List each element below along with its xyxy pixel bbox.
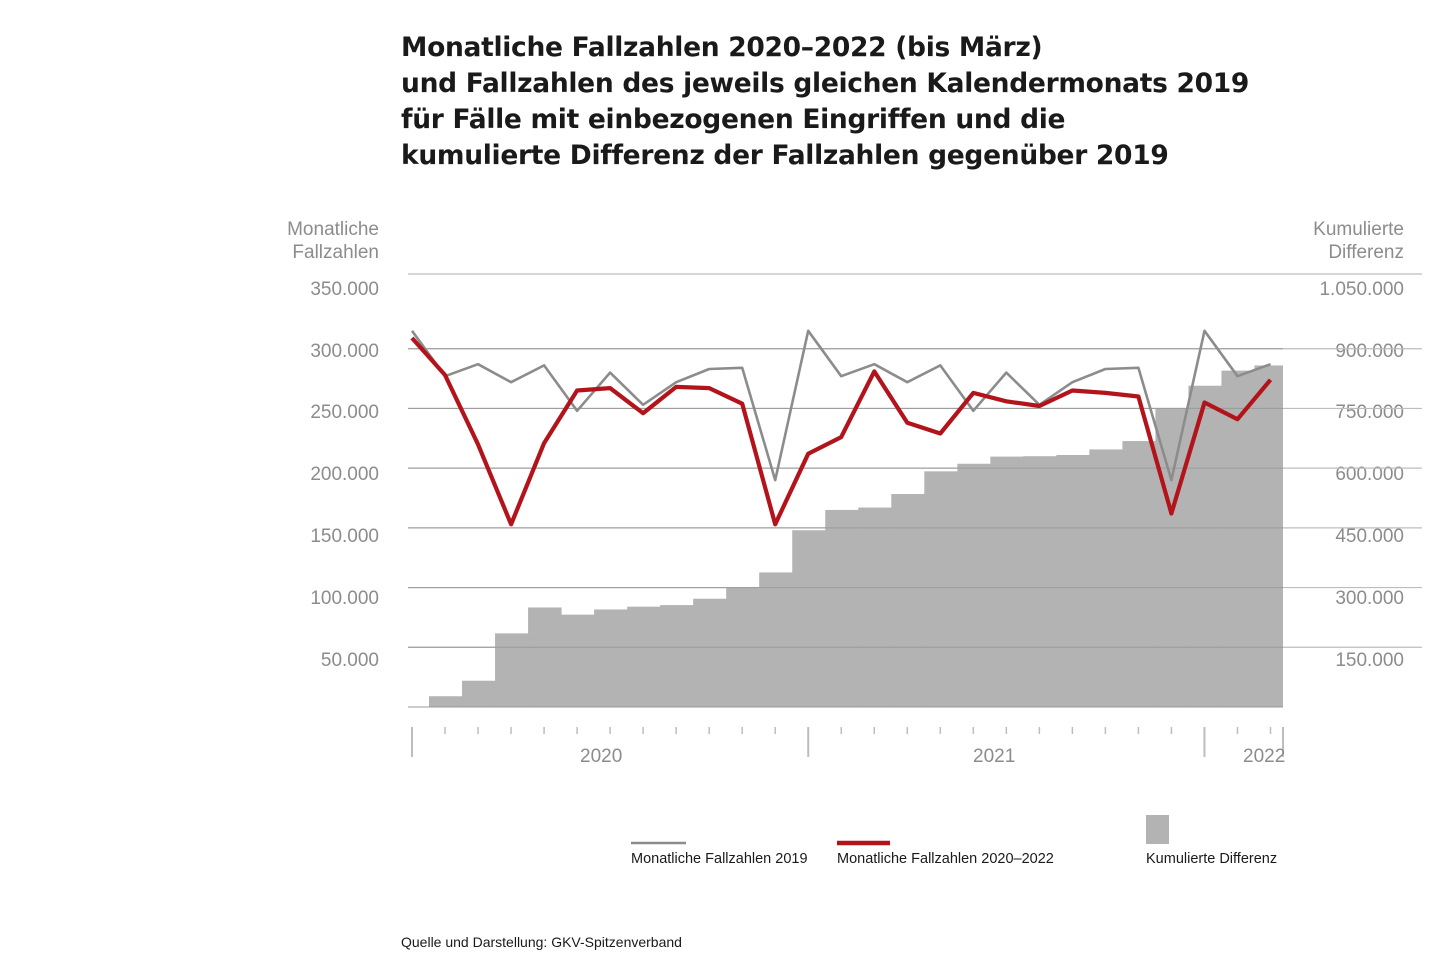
line-series [410,329,1273,527]
cumulative-bar [759,572,793,707]
legend-label-2019: Monatliche Fallzahlen 2019 [631,851,808,867]
cumulative-bar [1089,449,1123,707]
cumulative-bar [693,598,727,707]
legend-label-cumulative: Kumulierte Differenz [1146,851,1278,867]
cumulative-bar [1023,456,1057,707]
cumulative-bar [1254,365,1283,707]
cumulative-bar [462,680,496,707]
title-line-2: und Fallzahlen des jeweils gleichen Kale… [401,68,1250,99]
cumulative-bar [495,633,529,707]
title-line-1: Monatliche Fallzahlen 2020–2022 (bis Mär… [401,32,1043,63]
cumulative-bar [1056,455,1090,707]
right-tick-label: 300.000 [1335,588,1404,609]
grid-lines-over-bars [408,348,1283,648]
left-axis-title-line-2: Fallzahlen [292,242,379,263]
cumulative-bar [627,606,661,707]
right-tick-label: 150.000 [1335,650,1404,671]
left-tick-label: 350.000 [310,279,379,300]
cumulative-bar [594,609,628,707]
right-axis-title: Kumulierte Differenz [1300,218,1404,264]
right-tick-label: 1.050.000 [1319,279,1404,300]
right-tick-label: 600.000 [1335,464,1404,485]
left-axis-title: Monatliche Fallzahlen [287,218,379,264]
left-tick-label: 300.000 [310,341,379,362]
cumulative-bar [825,509,859,707]
legend-swatch-cumulative [1146,815,1169,844]
cumulative-bar [924,471,958,707]
left-axis-title-line-1: Monatliche [287,219,379,240]
source-note: Quelle und Darstellung: GKV-Spitzenverba… [401,934,682,950]
left-tick-label: 100.000 [310,588,379,609]
cumulative-bar [561,614,595,707]
right-axis-title-line-2: Differenz [1328,242,1404,263]
cumulative-bar [1122,441,1156,707]
cumulative-bar [660,605,694,707]
cumulative-bar [1221,370,1255,707]
cumulative-bar [957,463,991,707]
right-axis-title-line-1: Kumulierte [1313,219,1404,240]
left-tick-label: 50.000 [320,650,379,671]
left-tick-label: 250.000 [310,402,379,423]
left-tick-label: 200.000 [310,464,379,485]
chart-title: Monatliche Fallzahlen 2020–2022 (bis Mär… [401,30,1401,174]
right-tick-label: 750.000 [1335,402,1404,423]
x-axis [408,706,1284,757]
right-tick-label: 900.000 [1335,341,1404,362]
series-line-2020-2022 [410,336,1273,527]
right-tick-label: 450.000 [1335,526,1404,547]
left-tick-label: 150.000 [310,526,379,547]
cumulative-bar [429,696,463,707]
title-line-4: kumulierte Differenz der Fallzahlen gege… [401,140,1169,171]
legend-swatches [631,815,1169,846]
cumulative-bar [891,494,925,707]
cumulative-bar [792,530,826,707]
series-line-2019 [410,329,1271,482]
year-label-2020: 2020 [580,746,623,767]
year-label-2022: 2022 [1243,746,1286,767]
cumulative-bars [429,365,1283,707]
cumulative-bar [990,456,1024,707]
cumulative-bar [528,607,562,707]
cumulative-bar [858,507,892,707]
legend-label-2020-2022: Monatliche Fallzahlen 2020–2022 [837,851,1054,867]
year-label-2021: 2021 [973,746,1016,767]
cumulative-bar [1155,408,1189,707]
title-line-3: für Fälle mit einbezogenen Eingriffen un… [401,104,1066,135]
